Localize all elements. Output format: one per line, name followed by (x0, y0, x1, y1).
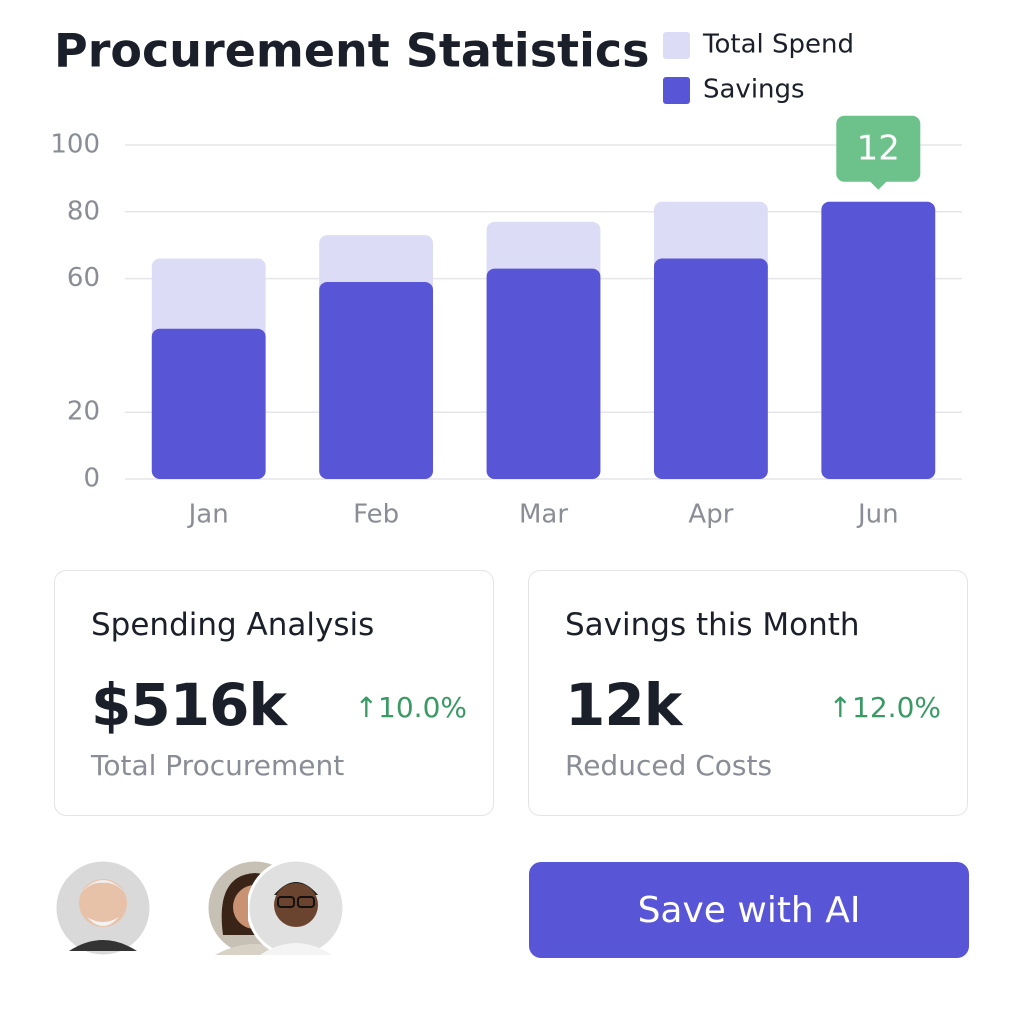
annotation-text: 12 (857, 128, 900, 168)
x-tick-label: Jun (856, 500, 899, 530)
legend-swatch (663, 32, 690, 59)
annotation-pointer (869, 180, 888, 190)
x-tick-label: Apr (688, 500, 733, 530)
spend-card: Spending Analysis $516k ↑10.0% Total Pro… (54, 570, 494, 816)
card-caption: Reduced Costs (565, 749, 773, 782)
bar (653, 258, 768, 479)
card-title: Spending Analysis (91, 607, 375, 643)
card-title: Savings this Month (565, 607, 860, 643)
card-change: ↑10.0% (354, 691, 467, 724)
y-tick-label: 60 (67, 263, 100, 293)
bar (486, 268, 601, 479)
annotation: 12 (836, 115, 921, 190)
save-button[interactable]: Save with AI (529, 862, 969, 958)
chart: Procurement Statistics 0 20 60 80 100 Total S… (50, 24, 962, 530)
x-tick-label: Feb (353, 500, 399, 530)
avatar (55, 858, 153, 958)
bar (319, 281, 434, 479)
legend-label: Total Spend (702, 30, 854, 60)
card-value: 12k (565, 671, 682, 739)
y-tick-label: 0 (83, 464, 100, 494)
chart-title: Procurement Statistics (54, 24, 649, 78)
card-caption: Total Procurement (91, 749, 345, 782)
y-tick-label: 100 (50, 130, 100, 160)
bar (151, 328, 266, 479)
savings-card: Savings this Month 12k ↑12.0% Reduced Co… (528, 570, 968, 816)
card-value: $516k (91, 671, 287, 739)
legend-label: Savings (703, 75, 805, 105)
x-tick-label: Mar (519, 500, 568, 530)
annotation-bubble (836, 115, 921, 182)
bar (821, 201, 936, 479)
y-tick-label: 20 (67, 397, 100, 427)
avatar (248, 858, 346, 958)
y-tick-label: 80 (67, 196, 100, 226)
card-change: ↑12.0% (828, 691, 941, 724)
x-tick-label: Jan (187, 500, 229, 530)
legend-swatch (663, 77, 690, 104)
